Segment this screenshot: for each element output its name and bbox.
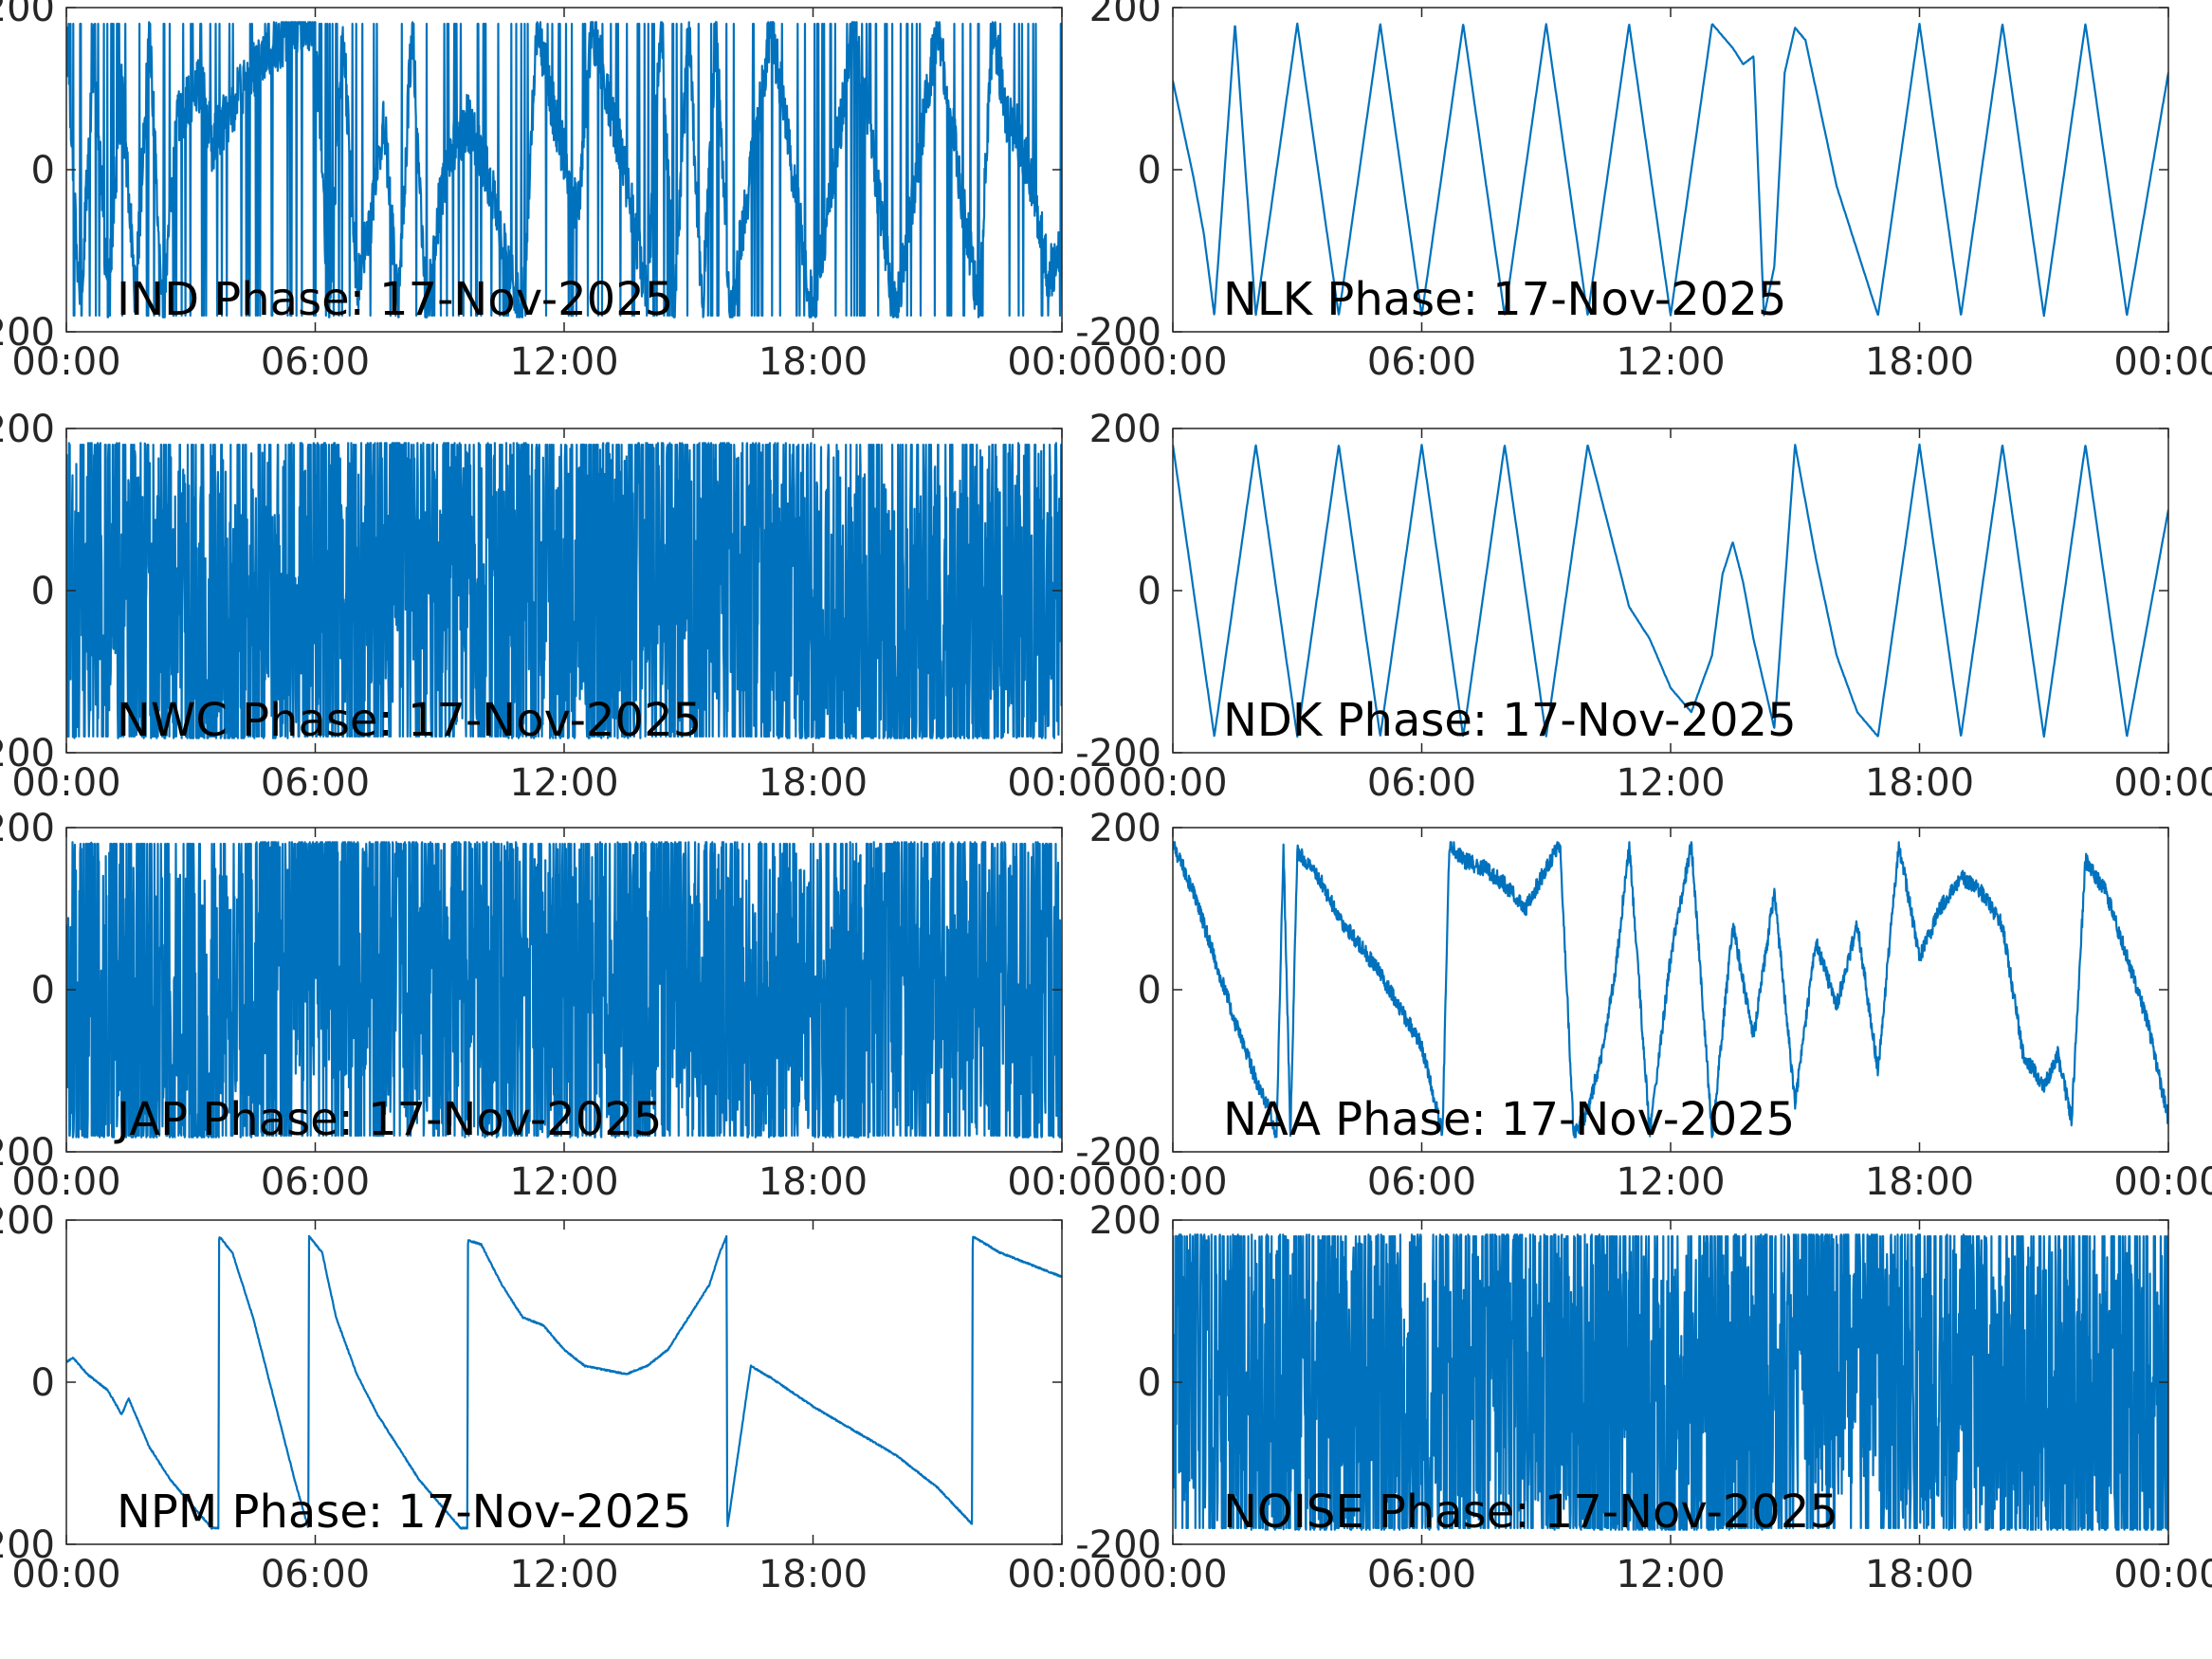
- jap-phase-series: [66, 841, 1062, 1139]
- x-tick-label: 18:00: [1865, 1553, 1974, 1596]
- x-tick-label: 18:00: [1865, 1160, 1974, 1204]
- naa-phase-series: [1173, 841, 2168, 1139]
- ndk-phase-series: [1173, 443, 2168, 738]
- nwc-panel-title: NWC Phase: 17-Nov-2025: [117, 694, 702, 747]
- jap-panel-title: JAP Phase: 17-Nov-2025: [114, 1093, 662, 1146]
- y-tick-label: -200: [1075, 732, 1161, 775]
- x-tick-label: 00:00: [2113, 340, 2212, 384]
- y-tick-label: 0: [1138, 570, 1161, 613]
- x-tick-label: 00:00: [2113, 1553, 2212, 1596]
- x-tick-label: 18:00: [759, 1553, 868, 1596]
- y-tick-label: 0: [1138, 969, 1161, 1012]
- x-tick-label: 00:00: [1007, 340, 1116, 384]
- y-tick-label: -200: [0, 1523, 55, 1567]
- ndk-panel-title: NDK Phase: 17-Nov-2025: [1223, 694, 1797, 747]
- x-tick-label: 12:00: [509, 761, 618, 805]
- x-tick-label: 12:00: [1616, 340, 1725, 384]
- x-tick-label: 00:00: [1118, 1160, 1227, 1204]
- x-tick-label: 06:00: [261, 340, 370, 384]
- x-tick-label: 12:00: [509, 1553, 618, 1596]
- naa-panel-title: NAA Phase: 17-Nov-2025: [1223, 1093, 1795, 1146]
- x-tick-label: 00:00: [11, 1160, 120, 1204]
- y-tick-label: 0: [31, 1361, 55, 1405]
- y-tick-label: -200: [1075, 1131, 1161, 1175]
- y-tick-label: -200: [0, 1131, 55, 1175]
- x-tick-label: 06:00: [261, 1553, 370, 1596]
- y-tick-label: 0: [1138, 149, 1161, 192]
- x-tick-label: 12:00: [1616, 761, 1725, 805]
- y-tick-label: -200: [1075, 311, 1161, 355]
- x-tick-label: 12:00: [1616, 1160, 1725, 1204]
- x-tick-label: 06:00: [261, 1160, 370, 1204]
- y-tick-label: 0: [31, 969, 55, 1012]
- noise-phase-series: [1173, 1233, 2168, 1531]
- x-tick-label: 06:00: [1367, 1553, 1476, 1596]
- y-tick-label: 200: [1089, 807, 1161, 850]
- y-tick-label: 200: [1089, 1199, 1161, 1243]
- x-tick-label: 00:00: [1118, 1553, 1227, 1596]
- x-tick-label: 00:00: [11, 1553, 120, 1596]
- x-tick-label: 06:00: [261, 761, 370, 805]
- x-tick-label: 18:00: [759, 340, 868, 384]
- noise-panel-title: NOISE Phase: 17-Nov-2025: [1223, 1486, 1838, 1539]
- x-tick-label: 18:00: [759, 1160, 868, 1204]
- x-tick-label: 00:00: [1118, 761, 1227, 805]
- y-tick-label: 200: [1089, 408, 1161, 451]
- y-tick-label: -200: [1075, 1523, 1161, 1567]
- x-tick-label: 12:00: [509, 1160, 618, 1204]
- x-tick-label: 00:00: [2113, 761, 2212, 805]
- x-tick-label: 06:00: [1367, 761, 1476, 805]
- x-tick-label: 00:00: [1007, 1553, 1116, 1596]
- x-tick-label: 12:00: [1616, 1553, 1725, 1596]
- x-tick-label: 06:00: [1367, 340, 1476, 384]
- x-tick-label: 00:00: [1007, 761, 1116, 805]
- nwc-phase-series: [66, 442, 1062, 739]
- y-tick-label: 0: [31, 570, 55, 613]
- y-tick-label: 0: [1138, 1361, 1161, 1405]
- y-tick-label: 200: [0, 807, 55, 850]
- npm-phase-series: [66, 1234, 1062, 1530]
- y-tick-label: 0: [31, 149, 55, 192]
- nlk-panel-title: NLK Phase: 17-Nov-2025: [1223, 273, 1786, 326]
- y-tick-label: 200: [1089, 0, 1161, 30]
- x-tick-label: 00:00: [11, 761, 120, 805]
- x-tick-label: 00:00: [11, 340, 120, 384]
- y-tick-label: -200: [0, 732, 55, 775]
- ind-panel-title: IND Phase: 17-Nov-2025: [117, 273, 673, 326]
- x-tick-label: 00:00: [2113, 1160, 2212, 1204]
- npm-panel-title: NPM Phase: 17-Nov-2025: [117, 1486, 692, 1539]
- x-tick-label: 00:00: [1118, 340, 1227, 384]
- x-tick-label: 12:00: [509, 340, 618, 384]
- x-tick-label: 18:00: [759, 761, 868, 805]
- x-tick-label: 18:00: [1865, 340, 1974, 384]
- y-tick-label: -200: [0, 311, 55, 355]
- ind-phase-series: [66, 21, 1062, 319]
- x-tick-label: 06:00: [1367, 1160, 1476, 1204]
- x-tick-label: 00:00: [1007, 1160, 1116, 1204]
- x-tick-label: 18:00: [1865, 761, 1974, 805]
- nlk-phase-series: [1173, 22, 2168, 318]
- y-tick-label: 200: [0, 1199, 55, 1243]
- y-tick-label: 200: [0, 408, 55, 451]
- y-tick-label: 200: [0, 0, 55, 30]
